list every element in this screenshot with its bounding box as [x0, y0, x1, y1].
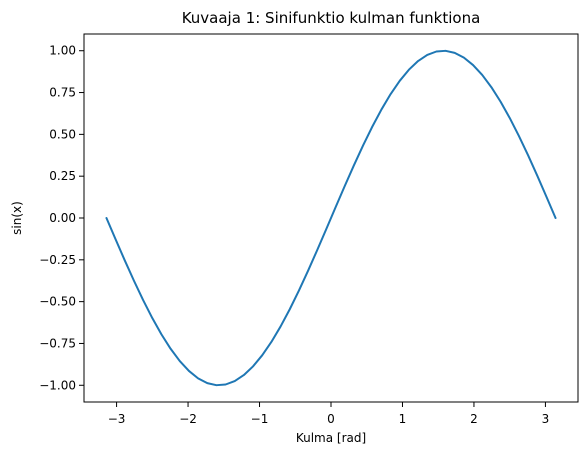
y-tick-label: −0.25	[39, 253, 76, 267]
x-axis-label: Kulma [rad]	[296, 431, 366, 445]
plot-layer: −3 −2 −1 0 1 2 3 −1.00 −0.75 −0.50 −0.25 0.00 0.25 0.…	[39, 33, 579, 426]
x-tick-label: 2	[470, 412, 478, 426]
x-tick-label: 3	[542, 412, 550, 426]
x-tick-label: −3	[108, 412, 126, 426]
y-tick-label: −0.75	[39, 336, 76, 350]
y-tick-label: 0.75	[49, 86, 76, 100]
y-tick-label: 0.25	[49, 169, 76, 183]
x-tick-label: −2	[179, 412, 197, 426]
chart-title: Kuvaaja 1: Sinifunktio kulman funktiona	[182, 9, 481, 27]
x-tick-label: −1	[251, 412, 269, 426]
y-axis-label: sin(x)	[10, 201, 24, 235]
y-tick-label: 0.50	[49, 127, 76, 141]
y-tick-label: −0.50	[39, 295, 76, 309]
x-tick-label: 0	[327, 412, 335, 426]
sine-series-line	[105, 49, 557, 387]
x-tick-label: 1	[399, 412, 407, 426]
y-tick-label: 0.00	[49, 211, 76, 225]
y-tick-label: −1.00	[39, 378, 76, 392]
y-tick-label: 1.00	[49, 44, 76, 58]
